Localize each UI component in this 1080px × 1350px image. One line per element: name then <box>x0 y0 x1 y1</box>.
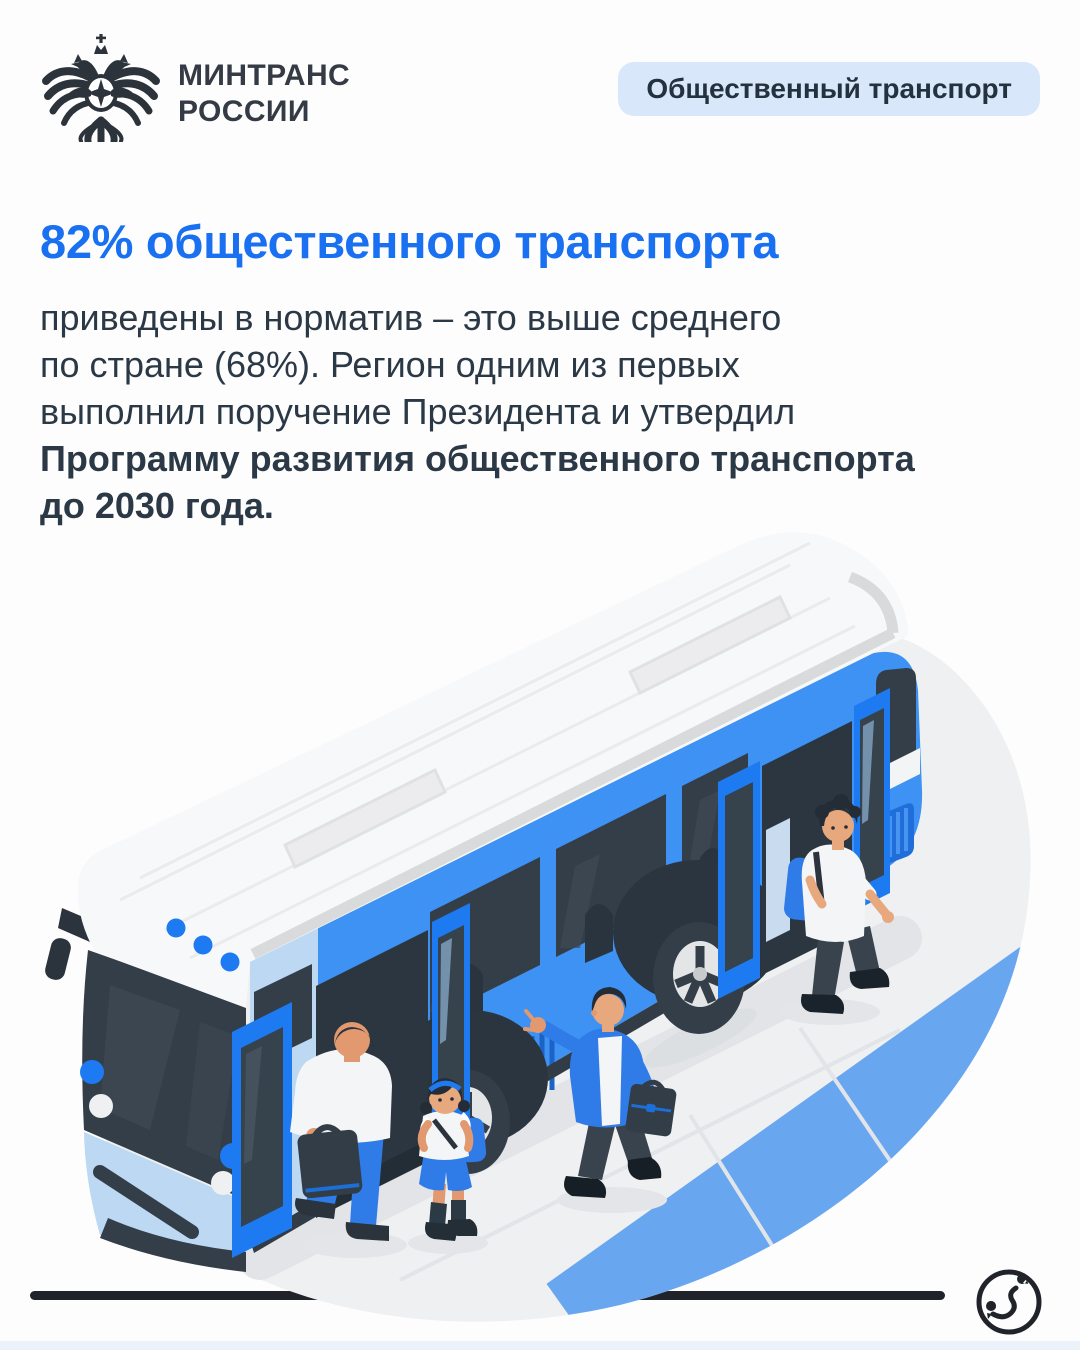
rear-wheel <box>613 860 781 1034</box>
bus-boarding-illustration <box>45 532 1031 1322</box>
bottom-accent-strip <box>0 1341 1080 1350</box>
bus-windows <box>430 753 748 1025</box>
body-line: Программу развития общественного транспо… <box>40 438 915 479</box>
shadows <box>238 916 922 1280</box>
side-mirror <box>45 938 71 980</box>
rear-grille <box>874 803 914 867</box>
ministry-name: МИНТРАНС РОССИИ <box>178 58 350 130</box>
body-text: приведены в норматив – это выше среднего… <box>40 294 1045 529</box>
ministry-name-line2: РОССИИ <box>178 95 310 128</box>
ministry-name-line1: МИНТРАНС <box>178 59 351 92</box>
man-exiting-rear-door <box>784 794 894 1014</box>
city-bus <box>45 532 923 1272</box>
page-title: 82% общественного транспорта <box>40 215 779 268</box>
schoolgirl-with-backpack <box>417 1078 487 1241</box>
progress-line <box>30 1291 945 1300</box>
passenger-boarding-man <box>290 1022 392 1241</box>
front-door-open <box>232 903 470 1258</box>
side-grille <box>509 1026 555 1110</box>
briefcase <box>297 1124 363 1199</box>
pavement-joints <box>399 1026 912 1292</box>
bus-roof <box>77 532 909 1008</box>
front-wheel <box>392 1010 548 1174</box>
body-line: выполнил поручение Президента и утвердил <box>40 391 796 432</box>
briefcase <box>625 1079 677 1137</box>
topic-badge: Общественный транспорт <box>618 62 1040 116</box>
rear-door-open <box>718 688 890 999</box>
roof-hatch <box>628 594 792 696</box>
ministry-logo: МИНТРАНС РОССИИ <box>40 34 350 142</box>
route-icon <box>974 1267 1044 1337</box>
body-line: до 2030 года. <box>40 485 274 526</box>
body-line: по стране (68%). Регион одним из первых <box>40 344 740 385</box>
double-headed-eagle-icon <box>42 34 160 142</box>
body-line: приведены в норматив – это выше среднего <box>40 297 782 338</box>
sidewalk-ground <box>95 626 1031 1322</box>
headlight-icon <box>80 1060 104 1084</box>
backpack <box>457 1117 487 1163</box>
man-waving-with-briefcase <box>523 987 677 1198</box>
backpack <box>784 857 821 921</box>
roof-hatch <box>283 767 447 870</box>
